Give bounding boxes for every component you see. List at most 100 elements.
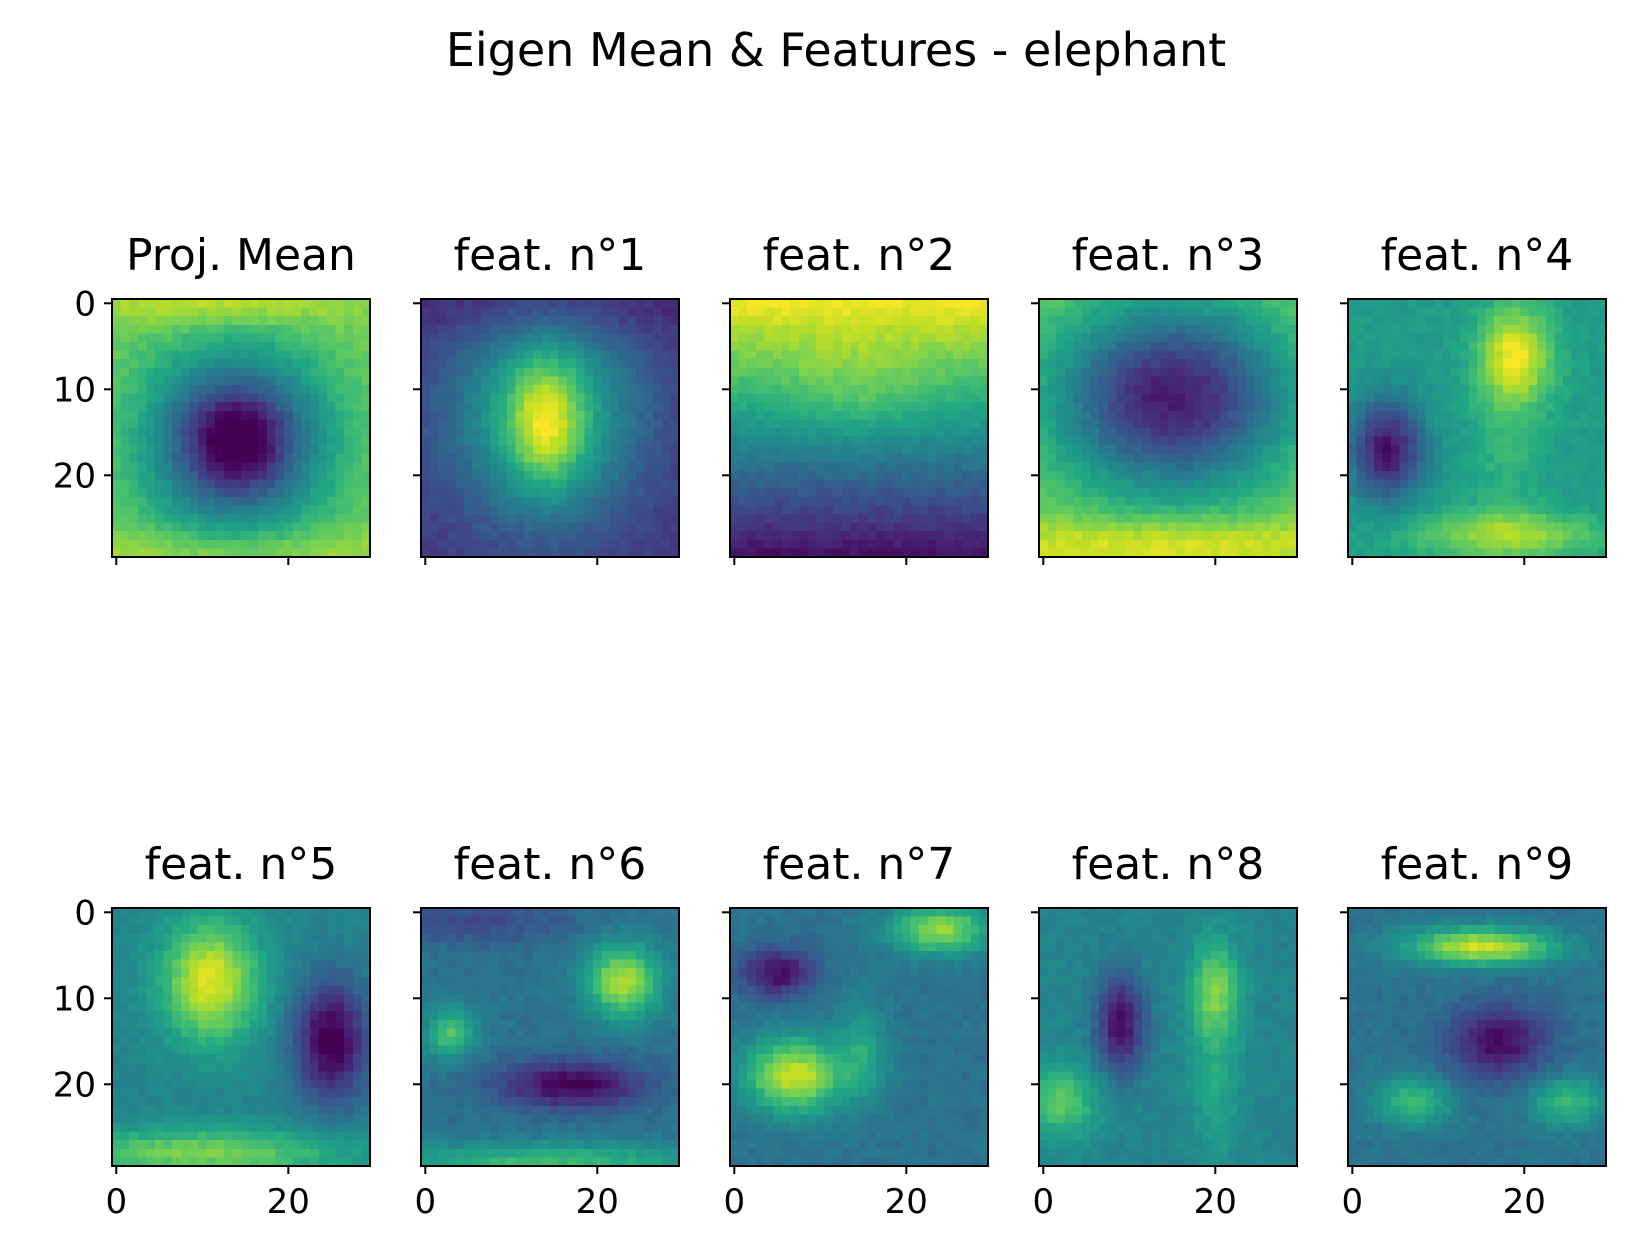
heatmap-cell (876, 316, 886, 326)
heatmap-cell (884, 333, 894, 343)
heatmap-cell (747, 462, 757, 472)
heatmap-cell (189, 916, 199, 926)
heatmap-cell (498, 367, 508, 377)
heatmap-cell (361, 496, 371, 506)
heatmap-cell (489, 419, 499, 429)
heatmap-cell (318, 479, 328, 489)
heatmap-cell (859, 324, 869, 334)
heatmap-cell (327, 539, 337, 549)
heatmap-cell (249, 445, 259, 455)
heatmap-cell (206, 1028, 216, 1038)
heatmap-cell (884, 539, 894, 549)
heatmap-cell (1228, 445, 1238, 455)
heatmap-cell (1408, 324, 1418, 334)
heatmap-cell (318, 359, 328, 369)
heatmap-cell (507, 350, 517, 360)
heatmap-cell (1064, 342, 1074, 352)
heatmap-cell (1382, 496, 1392, 506)
heatmap-cell (1125, 324, 1135, 334)
heatmap-cell (284, 445, 294, 455)
heatmap-cell (455, 462, 465, 472)
heatmap-cell (1365, 299, 1375, 309)
heatmap-cell (1219, 299, 1229, 309)
heatmap-cell (137, 916, 147, 926)
heatmap-cell (1459, 359, 1469, 369)
heatmap-cell (464, 471, 474, 481)
heatmap-cell (1176, 324, 1186, 334)
heatmap-cell (902, 471, 912, 481)
heatmap-cell (172, 453, 182, 463)
heatmap-cell (970, 419, 980, 429)
heatmap-cell (1159, 342, 1169, 352)
heatmap-cell (1219, 514, 1229, 524)
heatmap-cell (241, 488, 251, 498)
heatmap-cell (489, 402, 499, 412)
heatmap-cell (1537, 376, 1547, 386)
heatmap-cell (876, 548, 886, 558)
heatmap-cell (206, 359, 216, 369)
heatmap-cell (1254, 539, 1264, 549)
heatmap-cell (850, 342, 860, 352)
heatmap-cell (558, 350, 568, 360)
heatmap-cell (1563, 505, 1573, 515)
heatmap-cell (146, 436, 156, 446)
heatmap-cell (790, 548, 800, 558)
heatmap-cell (146, 445, 156, 455)
heatmap-cell (601, 471, 611, 481)
heatmap-cell (841, 539, 851, 549)
heatmap-cell (1356, 428, 1366, 438)
heatmap-cell (884, 376, 894, 386)
heatmap-cell (275, 436, 285, 446)
heatmap-cell (429, 316, 439, 326)
heatmap-cell (807, 324, 817, 334)
heatmap-cell (352, 471, 362, 481)
heatmap-cell (1442, 496, 1452, 506)
heatmap-cell (1099, 505, 1109, 515)
heatmap-cell (979, 436, 989, 446)
heatmap-cell (884, 505, 894, 515)
heatmap-cell (146, 951, 156, 961)
heatmap-cell (807, 419, 817, 429)
heatmap-cell (558, 359, 568, 369)
heatmap-cell (1382, 462, 1392, 472)
heatmap-cell (318, 933, 328, 943)
heatmap-cell (1262, 299, 1272, 309)
heatmap-cell (1039, 514, 1049, 524)
heatmap-cell (593, 307, 603, 317)
heatmap-cell (1254, 333, 1264, 343)
heatmap-cell (1107, 359, 1117, 369)
heatmap-cell (198, 333, 208, 343)
heatmap-cell (507, 393, 517, 403)
heatmap-cell (206, 393, 216, 403)
heatmap-cell (601, 531, 611, 541)
heatmap-cell (1056, 419, 1066, 429)
heatmap-cell (859, 350, 869, 360)
heatmap-cell (249, 342, 259, 352)
heatmap-cell (1571, 333, 1581, 343)
heatmap-cell (919, 299, 929, 309)
heatmap-cell (361, 916, 371, 926)
heatmap-cell (1133, 376, 1143, 386)
heatmap-cell (455, 410, 465, 420)
heatmap-cell (1185, 376, 1195, 386)
heatmap-cell (112, 505, 122, 515)
heatmap-cell (438, 488, 448, 498)
heatmap-cell (618, 307, 628, 317)
heatmap-cell (1502, 350, 1512, 360)
heatmap-cell (1356, 488, 1366, 498)
heatmap-cell (344, 419, 354, 429)
heatmap-cell (327, 393, 337, 403)
heatmap-cell (1211, 496, 1221, 506)
heatmap-cell (206, 505, 216, 515)
heatmap-cell (421, 350, 431, 360)
heatmap-cell (1416, 428, 1426, 438)
heatmap-cell (284, 1011, 294, 1021)
heatmap-cell (747, 531, 757, 541)
heatmap-cell (241, 1019, 251, 1029)
heatmap-cell (936, 445, 946, 455)
heatmap-cell (919, 488, 929, 498)
heatmap-cell (867, 496, 877, 506)
heatmap-cell (850, 385, 860, 395)
heatmap-cell (884, 488, 894, 498)
heatmap-cell (301, 367, 311, 377)
